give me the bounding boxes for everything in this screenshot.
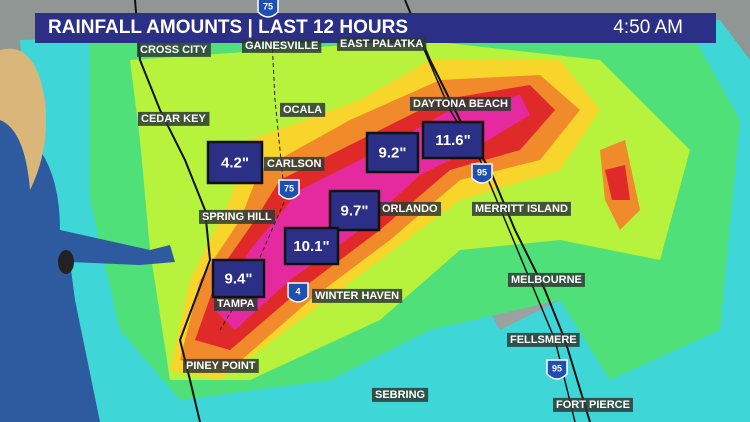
highway-shield [257,0,279,18]
city-label-bg [242,38,322,53]
city-label-bg [264,156,325,171]
city-label-bg [312,288,403,303]
city-label-bg [379,201,442,216]
rainfall-box [421,120,485,160]
city-label-bg [138,111,210,126]
city-label-bg [337,36,427,51]
highway-number: 75 [263,1,273,11]
highway-number: 4 [295,286,300,296]
rainfall-box [283,226,340,266]
city-label-bg [183,358,259,373]
city-label: MERRITT ISLAND [475,203,568,215]
city-label: SEBRING [375,389,425,401]
city-label-bg [214,296,258,311]
city-label-bg [199,209,275,224]
city-label: FELLSMERE [510,334,577,346]
rainfall-amount: 4.2" [221,154,249,171]
highway-shields: 75 75 4 95 95 [257,0,568,380]
city-label-bg [508,272,585,287]
rainfall-amount: 10.1" [293,238,329,255]
city-label: CEDAR KEY [141,113,206,125]
rainfall-box [206,140,264,185]
city-label: SPRING HILL [202,211,272,223]
city-label: FORT PIERCE [556,399,630,411]
city-label: PINEY POINT [186,360,256,372]
city-label-bg [410,96,511,111]
city-label-bg [472,201,571,216]
city-label: OCALA [283,104,322,116]
city-label: EAST PALATKA [340,38,423,50]
city-label-bg [372,387,429,402]
header-title: RAINFALL AMOUNTS | LAST 12 HOURS [48,17,408,38]
rainfall-boxes: 4.2" 9.2" 11.6" 9.7" 10.1" 9.4" [206,120,485,299]
rainfall-box [211,258,266,299]
highway-shield [287,282,309,303]
rainfall-box [365,131,420,174]
city-label: MELBOURNE [511,274,582,286]
rainfall-amount: 11.6" [435,132,470,149]
city-label: WINTER HAVEN [315,290,399,302]
highway-number: 95 [477,167,487,177]
header-time: 4:50 AM [613,17,683,38]
highway-shield [278,179,300,200]
rainfall-amount: 9.4" [225,270,253,287]
city-label: CROSS CITY [140,44,208,56]
city-labels: CROSS CITY GAINESVILLE EAST PALATKA OCALA CE… [137,36,633,412]
city-label-bg [553,397,633,412]
city-label-bg [137,42,211,57]
presenter [0,48,175,422]
highway-shield [546,359,568,380]
city-label: TAMPA [217,298,255,310]
city-label: ORLANDO [382,203,438,215]
rainfall-amount: 9.7" [341,202,369,219]
city-label: GAINESVILLE [245,40,318,52]
highway-shield [471,163,493,184]
city-label: DAYTONA BEACH [413,98,508,110]
rainfall-amount: 9.2" [379,144,407,161]
highway-number: 95 [552,363,562,373]
highway-number: 75 [284,183,294,193]
radar-rainfall [20,20,750,422]
city-label-bg [507,332,580,347]
city-label: CARLSON [267,158,321,170]
city-label-bg [280,102,326,117]
rainfall-box [328,189,381,232]
